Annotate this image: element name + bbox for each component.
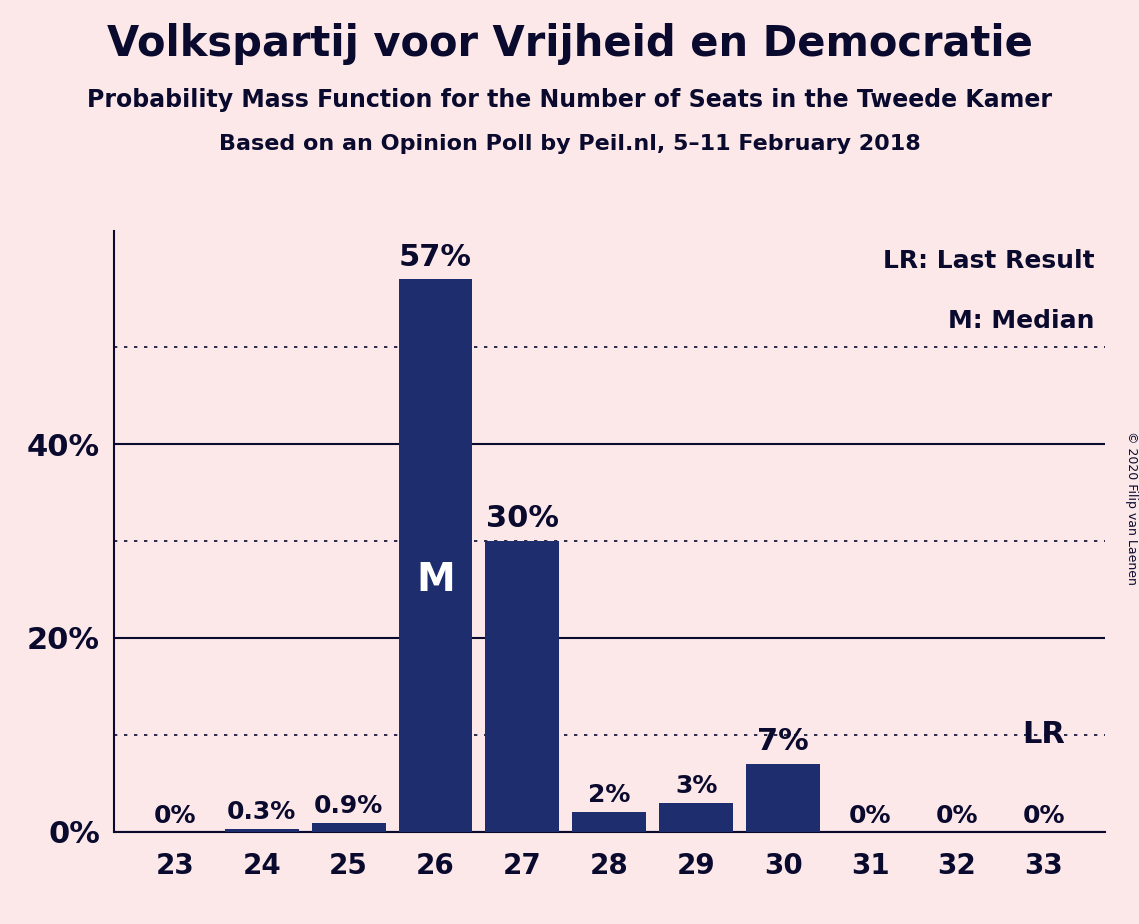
Bar: [573, 812, 646, 832]
Text: LR: LR: [1023, 721, 1065, 749]
Text: 0%: 0%: [154, 804, 196, 828]
Text: M: M: [416, 561, 454, 599]
Text: Based on an Opinion Poll by Peil.nl, 5–11 February 2018: Based on an Opinion Poll by Peil.nl, 5–1…: [219, 134, 920, 154]
Text: M: Median: M: Median: [949, 309, 1095, 333]
Bar: [312, 823, 385, 832]
Text: 57%: 57%: [399, 243, 472, 272]
Text: 30%: 30%: [486, 505, 559, 533]
Text: Probability Mass Function for the Number of Seats in the Tweede Kamer: Probability Mass Function for the Number…: [87, 88, 1052, 112]
Text: 0%: 0%: [849, 804, 892, 828]
Text: 0.9%: 0.9%: [314, 794, 383, 818]
Text: © 2020 Filip van Laenen: © 2020 Filip van Laenen: [1124, 432, 1138, 585]
Bar: [485, 541, 559, 832]
Text: 0.3%: 0.3%: [227, 800, 296, 824]
Text: 7%: 7%: [757, 727, 809, 756]
Bar: [224, 829, 298, 832]
Text: 3%: 3%: [675, 773, 718, 797]
Text: 0%: 0%: [1023, 804, 1065, 828]
Text: 2%: 2%: [588, 784, 631, 808]
Bar: [746, 764, 820, 832]
Bar: [659, 803, 734, 832]
Text: LR: Last Result: LR: Last Result: [884, 249, 1095, 273]
Text: 0%: 0%: [936, 804, 978, 828]
Text: Volkspartij voor Vrijheid en Democratie: Volkspartij voor Vrijheid en Democratie: [107, 23, 1032, 65]
Bar: [399, 279, 473, 832]
